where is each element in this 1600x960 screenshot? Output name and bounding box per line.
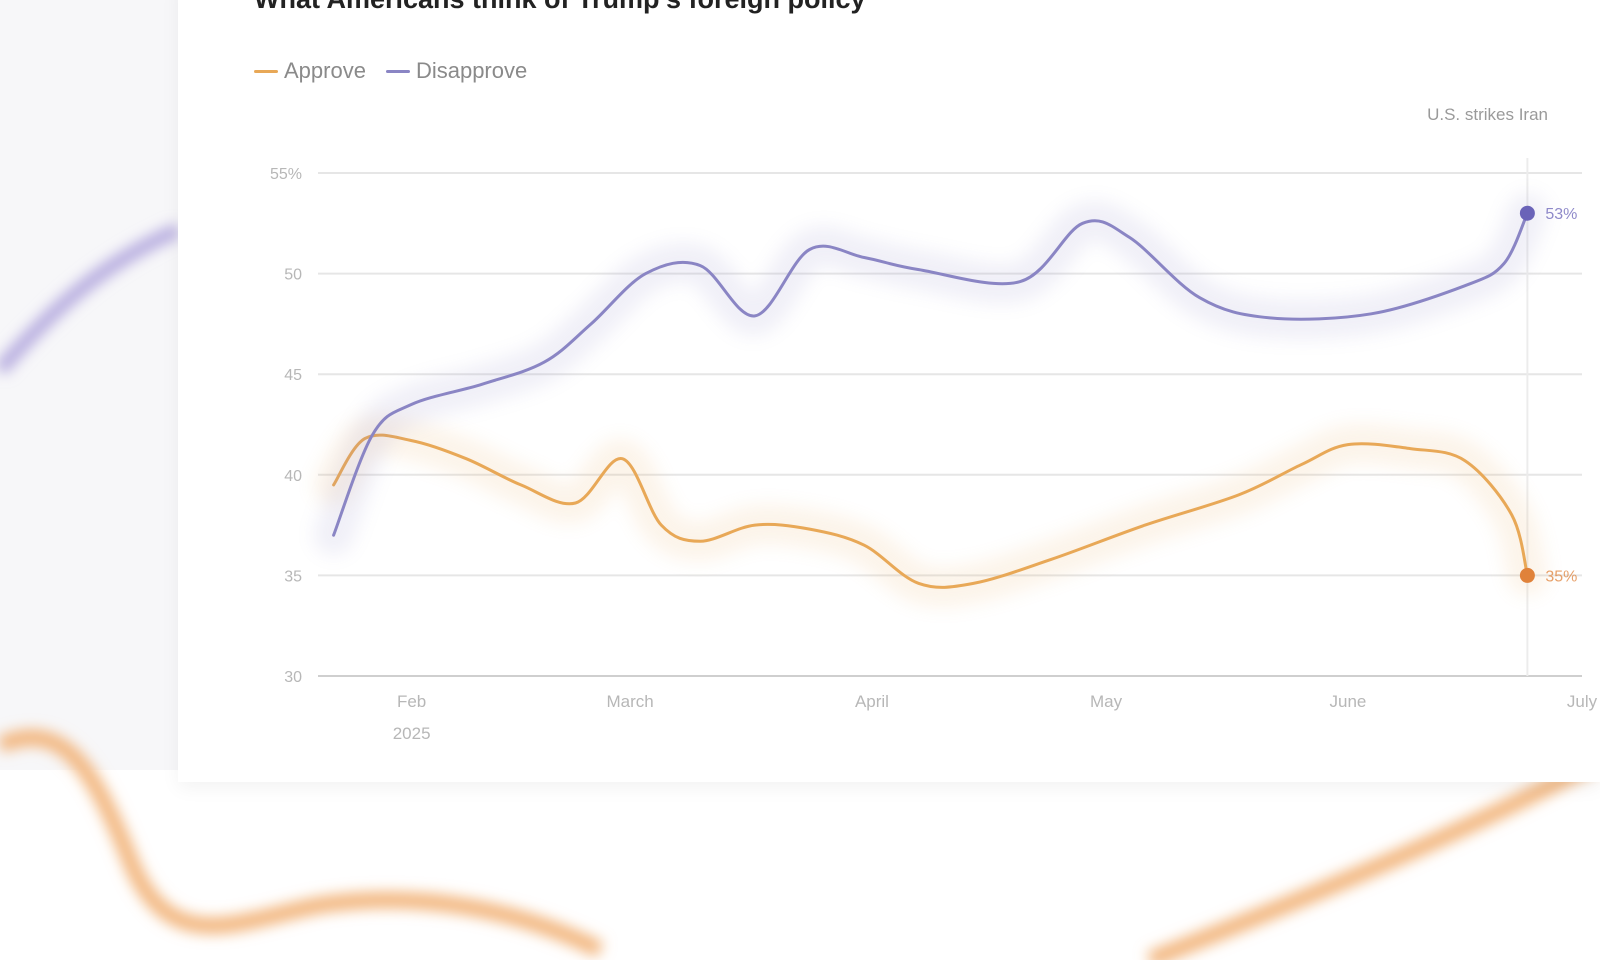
y-tick-label: 40	[284, 468, 302, 485]
series-line-approve	[332, 433, 1529, 589]
background-band	[0, 0, 180, 770]
x-tick-label: Feb	[397, 692, 426, 711]
y-tick-label: 30	[284, 669, 302, 686]
legend-swatch-disapprove	[385, 69, 410, 73]
series-line-disapprove	[332, 211, 1529, 537]
x-tick-sublabel: 2025	[393, 724, 431, 743]
uncertainty-band-approve	[313, 415, 1548, 608]
background-blurred-line	[0, 729, 604, 958]
y-tick-label: 50	[284, 267, 302, 284]
y-tick-label: 45	[284, 367, 302, 384]
legend-label-approve: Approve	[284, 58, 366, 83]
end-label-disapprove: 53%	[1545, 206, 1577, 223]
x-tick-label: June	[1329, 692, 1366, 711]
legend-item-disapprove: Disapprove	[385, 58, 528, 84]
x-tick-label: July	[1567, 692, 1598, 711]
legend-item-approve: Approve	[254, 58, 366, 84]
annotation-label: U.S. strikes Iran	[1427, 105, 1548, 124]
chart-title: What Americans think of Trump's foreign …	[254, 0, 866, 15]
end-point-approve	[1519, 567, 1535, 583]
legend: Approve Disapprove	[254, 58, 527, 84]
background-blurred-line	[1147, 752, 1600, 960]
legend-swatch-approve	[254, 69, 278, 73]
legend-label-disapprove: Disapprove	[415, 58, 528, 83]
x-tick-label: March	[606, 692, 653, 711]
x-tick-label: May	[1090, 692, 1123, 711]
end-point-disapprove	[1519, 205, 1535, 221]
x-tick-label: April	[855, 692, 889, 711]
y-tick-label: 35	[284, 568, 302, 585]
background-blurred-line	[0, 223, 181, 375]
y-tick-label: 55%	[270, 166, 302, 183]
end-label-approve: 35%	[1545, 568, 1577, 585]
